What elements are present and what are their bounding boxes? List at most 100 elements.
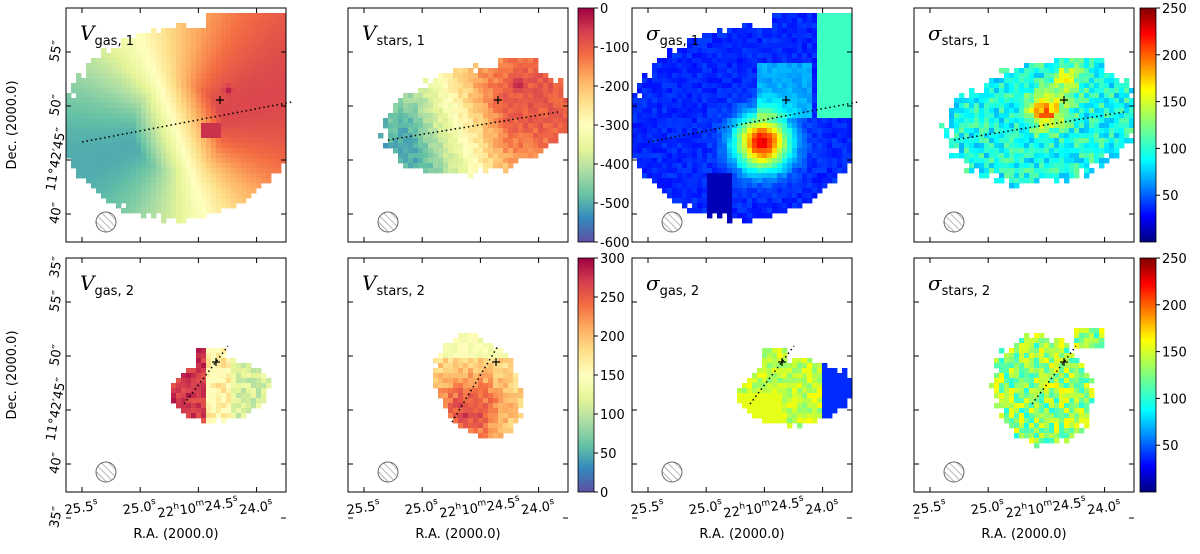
- map-pixel: [96, 158, 102, 164]
- map-pixel: [221, 63, 227, 69]
- map-pixel: [777, 208, 783, 214]
- map-pixel: [797, 58, 803, 64]
- map-pixel: [186, 103, 192, 109]
- map-pixel: [1039, 148, 1045, 154]
- map-pixel: [433, 103, 439, 109]
- map-pixel: [672, 173, 678, 179]
- map-pixel: [707, 203, 713, 209]
- map-pixel: [632, 138, 638, 144]
- map-pixel: [528, 78, 534, 84]
- map-pixel: [817, 138, 823, 144]
- map-pixel: [261, 168, 267, 174]
- map-pixel: [261, 23, 267, 29]
- map-pixel: [817, 13, 823, 19]
- map-pixel: [246, 98, 252, 104]
- map-pixel: [131, 193, 137, 199]
- map-pixel: [488, 383, 494, 389]
- map-pixel: [508, 363, 514, 369]
- map-pixel: [979, 163, 985, 169]
- map-pixel: [101, 63, 107, 69]
- map-pixel: [772, 198, 778, 204]
- map-pixel: [722, 183, 728, 189]
- map-pixel: [837, 88, 843, 94]
- map-pixel: [438, 148, 444, 154]
- map-pixel: [66, 118, 72, 124]
- map-pixel: [822, 43, 828, 49]
- map-pixel: [1009, 78, 1015, 84]
- map-pixel: [171, 93, 177, 99]
- map-pixel: [76, 138, 82, 144]
- map-pixel: [832, 13, 838, 19]
- map-pixel: [737, 93, 743, 99]
- map-pixel: [1034, 148, 1040, 154]
- map-pixel: [201, 413, 207, 419]
- map-pixel: [842, 63, 848, 69]
- map-pixel: [216, 408, 222, 414]
- map-pixel: [842, 163, 848, 169]
- map-pixel: [747, 178, 753, 184]
- map-pixel: [757, 158, 763, 164]
- map-pixel: [652, 68, 658, 74]
- map-pixel: [762, 123, 768, 129]
- map-pixel: [528, 93, 534, 99]
- map-pixel: [201, 143, 207, 149]
- map-pixel: [1064, 78, 1070, 84]
- map-pixel: [697, 153, 703, 159]
- map-pixel: [408, 108, 414, 114]
- map-pixel: [672, 128, 678, 134]
- map-pixel: [652, 118, 658, 124]
- map-pixel: [261, 78, 267, 84]
- map-pixel: [732, 178, 738, 184]
- map-pixel: [692, 193, 698, 199]
- map-pixel: [687, 143, 693, 149]
- map-pixel: [151, 203, 157, 209]
- map-pixel: [136, 123, 142, 129]
- map-pixel: [493, 388, 499, 394]
- map-pixel: [86, 88, 92, 94]
- map-pixel: [266, 128, 272, 134]
- map-pixel: [76, 148, 82, 154]
- map-pixel: [508, 68, 514, 74]
- map-pixel: [707, 78, 713, 84]
- map-pixel: [762, 168, 768, 174]
- map-pixel: [111, 118, 117, 124]
- map-pixel: [221, 158, 227, 164]
- map-pixel: [216, 188, 222, 194]
- map-pixel: [226, 183, 232, 189]
- map-pixel: [483, 148, 489, 154]
- map-pixel: [657, 88, 663, 94]
- map-pixel: [96, 63, 102, 69]
- map-pixel: [261, 58, 267, 64]
- map-pixel: [483, 133, 489, 139]
- map-pixel: [702, 198, 708, 204]
- map-pixel: [463, 128, 469, 134]
- map-pixel: [211, 403, 217, 409]
- map-pixel: [241, 138, 247, 144]
- map-pixel: [453, 128, 459, 134]
- map-pixel: [503, 388, 509, 394]
- map-pixel: [463, 343, 469, 349]
- map-pixel: [712, 98, 718, 104]
- map-pixel: [171, 123, 177, 129]
- map-pixel: [211, 68, 217, 74]
- map-pixel: [196, 143, 202, 149]
- map-pixel: [226, 363, 232, 369]
- map-pixel: [832, 18, 838, 24]
- map-pixel: [1084, 83, 1090, 89]
- map-pixel: [216, 133, 222, 139]
- map-pixel: [1009, 128, 1015, 134]
- map-pixel: [161, 213, 167, 219]
- map-pixel: [433, 158, 439, 164]
- map-pixel: [488, 413, 494, 419]
- beam-icon: [95, 461, 117, 483]
- map-pixel: [847, 158, 853, 164]
- map-pixel: [822, 178, 828, 184]
- map-pixel: [827, 93, 833, 99]
- map-pixel: [697, 78, 703, 84]
- map-pixel: [106, 168, 112, 174]
- map-pixel: [802, 128, 808, 134]
- map-pixel: [121, 138, 127, 144]
- map-pixel: [191, 63, 197, 69]
- map-pixel: [438, 358, 444, 364]
- map-pixel: [792, 133, 798, 139]
